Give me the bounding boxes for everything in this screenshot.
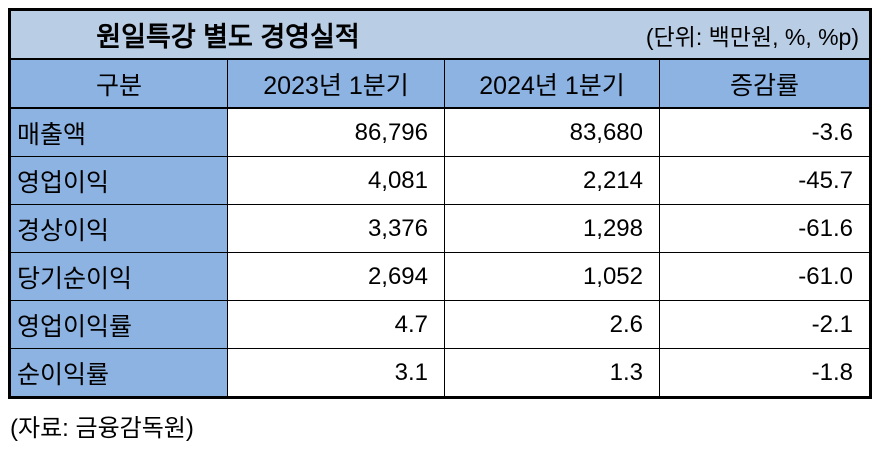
row-label: 경상이익 [11,205,228,252]
row-label: 순이익률 [11,349,228,396]
value-change: -61.6 [660,205,869,252]
table-row-operating-profit: 영업이익 4,081 2,214 -45.7 [11,157,869,205]
value-change: -2.1 [660,301,869,348]
value-2024q1: 1,298 [445,205,660,252]
table-row-revenue: 매출액 86,796 83,680 -3.6 [11,109,869,157]
column-header-category: 구분 [11,60,228,107]
value-2023q1: 3.1 [228,349,445,396]
row-label: 당기순이익 [11,253,228,300]
value-change: -1.8 [660,349,869,396]
table-title: 원일특강 별도 경영실적 [96,22,360,52]
value-change: -61.0 [660,253,869,300]
performance-table: 원일특강 별도 경영실적 (단위: 백만원, %, %p) 구분 2023년 1… [8,8,872,399]
value-2024q1: 83,680 [445,109,660,156]
row-label: 매출액 [11,109,228,156]
value-2024q1: 1,052 [445,253,660,300]
value-2024q1: 2.6 [445,301,660,348]
column-header-2023q1: 2023년 1분기 [228,60,445,107]
row-label: 영업이익률 [11,301,228,348]
header-row: 구분 2023년 1분기 2024년 1분기 증감률 [11,60,869,109]
table-row-net-profit: 당기순이익 2,694 1,052 -61.0 [11,253,869,301]
unit-note: (단위: 백만원, %, %p) [645,23,859,50]
value-change: -45.7 [660,157,869,204]
value-2023q1: 4,081 [228,157,445,204]
value-2023q1: 3,376 [228,205,445,252]
title-row: 원일특강 별도 경영실적 (단위: 백만원, %, %p) [11,11,869,60]
table-row-ordinary-profit: 경상이익 3,376 1,298 -61.6 [11,205,869,253]
table-row-net-margin: 순이익률 3.1 1.3 -1.8 [11,349,869,396]
table-row-operating-margin: 영업이익률 4.7 2.6 -2.1 [11,301,869,349]
row-label: 영업이익 [11,157,228,204]
value-2024q1: 1.3 [445,349,660,396]
source-note: (자료: 금융감독원) [10,415,194,442]
value-2024q1: 2,214 [445,157,660,204]
column-header-change: 증감률 [729,71,799,100]
value-2023q1: 86,796 [228,109,445,156]
value-2023q1: 2,694 [228,253,445,300]
value-change: -3.6 [660,109,869,156]
column-header-2024q1: 2024년 1분기 [445,60,660,107]
value-2023q1: 4.7 [228,301,445,348]
